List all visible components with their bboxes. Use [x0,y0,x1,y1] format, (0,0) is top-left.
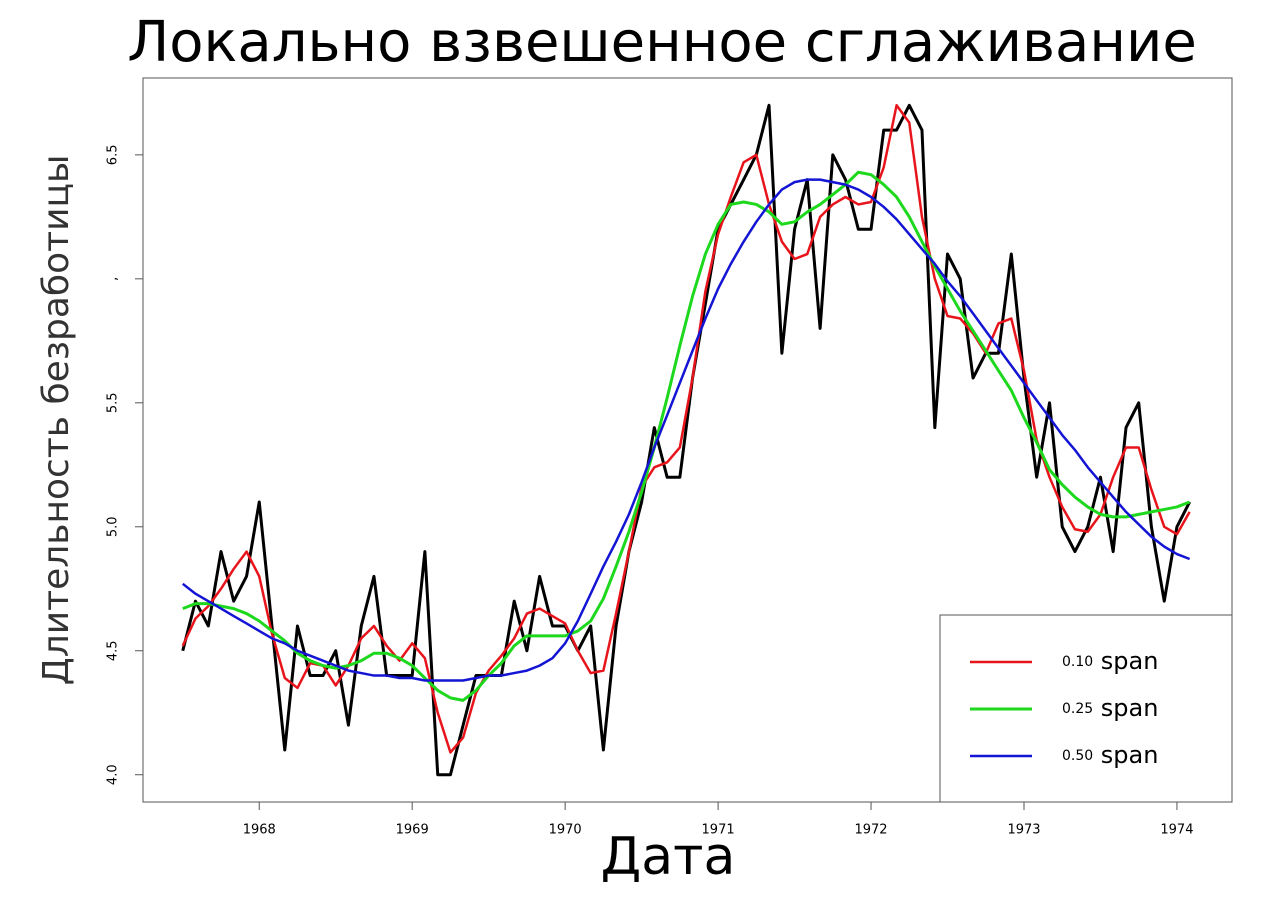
y-tick-label: 5.0 [106,516,121,537]
legend-label: 0.25 span [1062,694,1158,722]
x-tick-label: 1968 [243,823,276,838]
y-tick-label: 6.5 [106,145,121,166]
series-line [181,104,1191,754]
x-tick-label: 1970 [549,823,582,838]
x-tick-label: 1973 [1007,823,1040,838]
x-tick-label: 1971 [702,823,735,838]
y-tick-label: 4.0 [106,764,121,785]
x-tick-label: 1969 [396,823,429,838]
plot-frame [142,77,1233,803]
series-line [182,170,1191,702]
x-axis-label: Дата [601,827,736,887]
series-line [181,178,1191,682]
y-tick-label: 4.5 [106,640,121,661]
legend-label: 0.50 span [1062,741,1158,769]
legend-label: 0.10 span [1062,647,1158,675]
chart-title: Локально взвешенное сглаживание [127,10,1197,75]
y-tick-label: , [106,277,121,281]
x-tick-label: 1974 [1160,823,1193,838]
y-axis-label: Длительность безработицы [36,155,77,686]
y-tick-label: 5.5 [106,392,121,413]
x-tick-label: 1972 [854,823,887,838]
